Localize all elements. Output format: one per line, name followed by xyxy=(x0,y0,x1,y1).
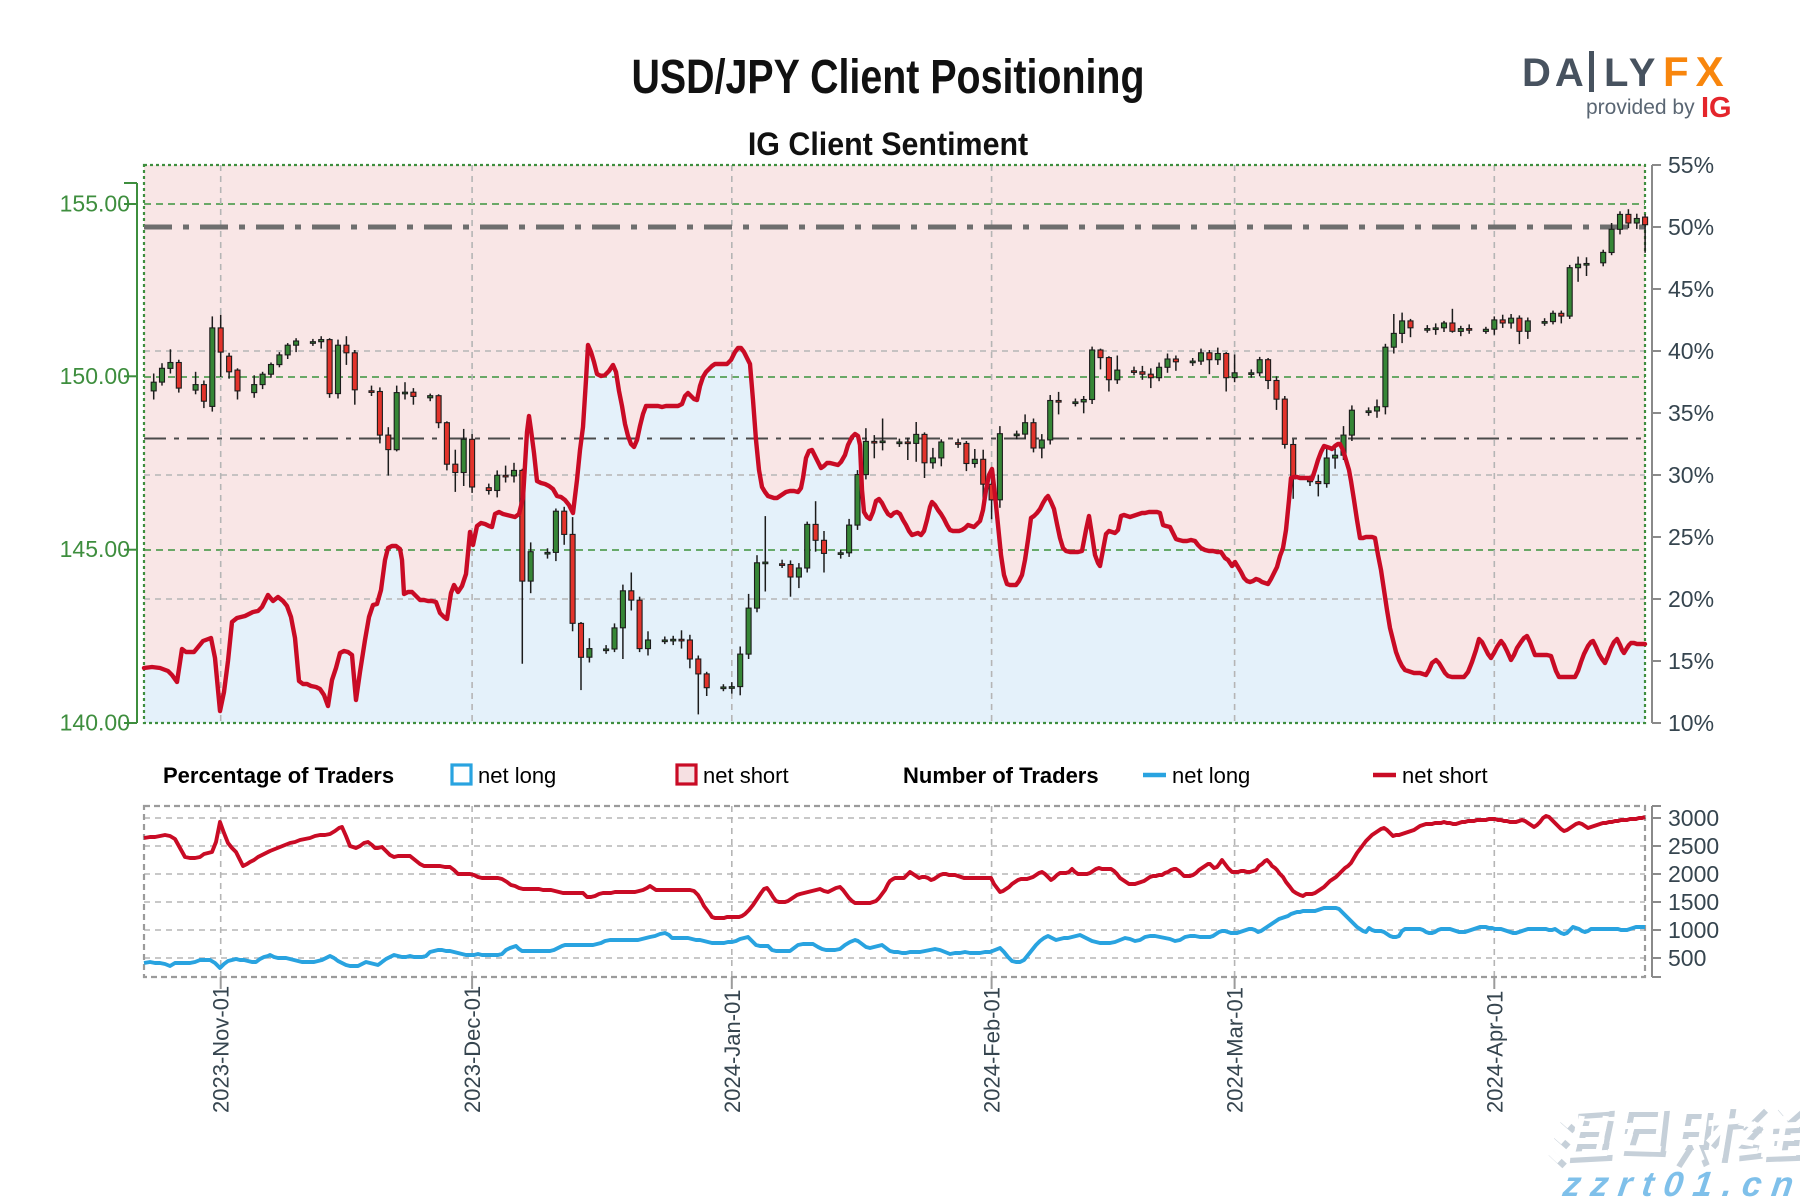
svg-text:55%: 55% xyxy=(1668,152,1714,178)
svg-text:2023-Nov-01: 2023-Nov-01 xyxy=(209,986,234,1113)
svg-text:DA: DA xyxy=(1522,51,1588,95)
svg-text:10%: 10% xyxy=(1668,710,1714,736)
svg-text:2024-Jan-01: 2024-Jan-01 xyxy=(720,989,745,1113)
svg-text:145.00: 145.00 xyxy=(60,536,130,562)
svg-text:150.00: 150.00 xyxy=(60,363,130,389)
svg-text:IG: IG xyxy=(1701,92,1732,124)
svg-text:2023-Dec-01: 2023-Dec-01 xyxy=(460,986,485,1113)
svg-text:1500: 1500 xyxy=(1668,889,1719,915)
svg-text:140.00: 140.00 xyxy=(60,710,130,736)
svg-text:LY: LY xyxy=(1604,51,1659,95)
svg-text:40%: 40% xyxy=(1668,338,1714,364)
svg-text:net short: net short xyxy=(1402,763,1488,788)
svg-text:2024-Apr-01: 2024-Apr-01 xyxy=(1482,991,1507,1113)
svg-text:2000: 2000 xyxy=(1668,861,1719,887)
svg-text:15%: 15% xyxy=(1668,648,1714,674)
svg-text:net long: net long xyxy=(1172,763,1250,788)
svg-text:2024-Feb-01: 2024-Feb-01 xyxy=(980,987,1005,1113)
svg-text:net long: net long xyxy=(478,763,556,788)
svg-text:35%: 35% xyxy=(1668,400,1714,426)
svg-text:50%: 50% xyxy=(1668,214,1714,240)
svg-text:2024-Mar-01: 2024-Mar-01 xyxy=(1223,987,1248,1113)
svg-text:provided by: provided by xyxy=(1586,96,1695,119)
svg-text:155.00: 155.00 xyxy=(60,191,130,217)
svg-text:Number of Traders: Number of Traders xyxy=(903,763,1099,788)
svg-text:20%: 20% xyxy=(1668,586,1714,612)
svg-text:USD/JPY Client Positioning: USD/JPY Client Positioning xyxy=(632,50,1145,104)
svg-text:30%: 30% xyxy=(1668,462,1714,488)
svg-text:1000: 1000 xyxy=(1668,917,1719,943)
svg-text:45%: 45% xyxy=(1668,276,1714,302)
svg-text:Percentage of Traders: Percentage of Traders xyxy=(163,763,394,788)
svg-text:2500: 2500 xyxy=(1668,833,1719,859)
svg-text:25%: 25% xyxy=(1668,524,1714,550)
svg-text:500: 500 xyxy=(1668,945,1706,971)
svg-text:3000: 3000 xyxy=(1668,805,1719,831)
svg-text:net short: net short xyxy=(703,763,789,788)
svg-text:zzrt01.cn: zzrt01.cn xyxy=(1560,1165,1800,1200)
svg-text:IG Client Sentiment: IG Client Sentiment xyxy=(748,126,1029,162)
svg-text:FX: FX xyxy=(1663,48,1731,95)
